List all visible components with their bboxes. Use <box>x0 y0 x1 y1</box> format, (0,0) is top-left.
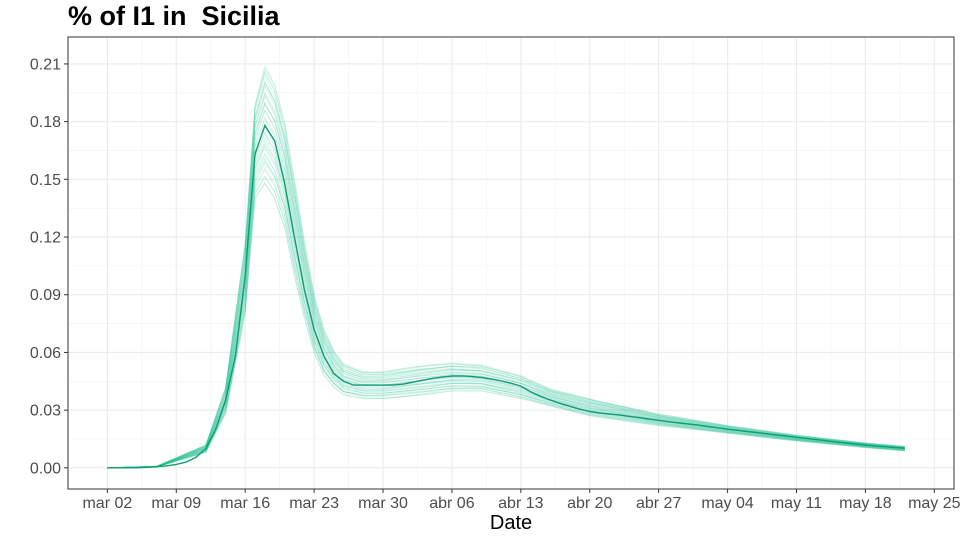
ensemble-run-line <box>107 102 905 469</box>
ensemble-run-line <box>107 131 905 469</box>
ensemble-run-line <box>107 140 905 469</box>
x-tick-label: abr 27 <box>636 495 681 512</box>
ensemble-run-line <box>107 94 905 469</box>
x-tick-label: abr 20 <box>567 495 612 512</box>
ensemble-run-line <box>107 85 905 469</box>
ensemble-run-line <box>107 109 905 469</box>
ensemble-run-line <box>107 159 905 469</box>
ensemble-run-line <box>107 123 905 469</box>
ensemble-run-line <box>107 142 905 469</box>
ensemble-run-line <box>107 147 905 469</box>
ensemble-run-line <box>107 80 905 469</box>
x-tick-label: may 25 <box>908 495 960 512</box>
ensemble-run-line <box>107 161 905 469</box>
x-tick-label: may 04 <box>701 495 754 512</box>
ensemble-run-line <box>107 116 905 469</box>
ensemble-run-line <box>107 101 905 469</box>
ensemble-run-line <box>107 153 905 469</box>
x-tick-label: abr 06 <box>429 495 474 512</box>
ensemble-run-line <box>107 117 905 469</box>
ensemble-run-line <box>107 176 905 469</box>
ensemble-run-line <box>107 102 905 469</box>
ensemble-run-line <box>107 136 905 469</box>
y-tick-label: 0.06 <box>30 345 61 362</box>
ensemble-run-line <box>107 131 905 469</box>
ensemble-run-line <box>107 182 905 469</box>
y-tick-label: 0.18 <box>30 114 61 131</box>
x-axis-title: Date <box>490 512 532 534</box>
ensemble-run-line <box>107 182 905 469</box>
ensemble-run-line <box>107 124 905 469</box>
line-layer <box>107 123 905 469</box>
grid-layer <box>68 37 954 489</box>
x-tick-label: abr 13 <box>498 495 543 512</box>
x-tick-label: mar 09 <box>151 495 201 512</box>
axis-layer: mar 02 mar 09 mar 16 mar 23 mar 30 abr 06 abr … <box>30 56 960 512</box>
ensemble-run-line <box>107 144 905 469</box>
x-tick-label: mar 16 <box>220 495 270 512</box>
ensemble-run-line <box>107 169 905 469</box>
chart-title: % of I1 in Sicilia <box>68 1 280 31</box>
y-tick-label: 0.09 <box>30 287 61 304</box>
ensemble-run-line <box>107 108 905 469</box>
ensemble-run-line <box>107 91 905 469</box>
band-layer <box>107 64 905 469</box>
x-tick-label: mar 30 <box>358 495 408 512</box>
ensemble-run-line <box>107 175 905 469</box>
x-tick-label: mar 23 <box>289 495 339 512</box>
median-series-line <box>107 123 905 469</box>
ensemble-run-line <box>107 126 905 469</box>
ensemble-run-line <box>107 69 905 469</box>
y-tick-label: 0.12 <box>30 230 61 247</box>
x-tick-label: mar 02 <box>82 495 132 512</box>
y-tick-label: 0.03 <box>30 403 61 420</box>
y-tick-label: 0.21 <box>30 56 61 73</box>
x-tick-label: may 11 <box>771 495 822 512</box>
y-tick-label: 0.15 <box>30 172 61 189</box>
ensemble-run-line <box>107 166 905 469</box>
ensemble-run-line <box>107 83 905 469</box>
ensemble-run-line <box>107 157 905 469</box>
ensemble-run-line <box>107 80 905 469</box>
ensemble-run-line <box>107 71 905 469</box>
plot-border <box>67 36 955 490</box>
ensemble-run-line <box>107 66 905 469</box>
x-tick-label: may 18 <box>839 495 892 512</box>
ensemble-run-line <box>107 64 905 469</box>
ensemble-run-line <box>107 152 905 469</box>
ensemble-run-line <box>107 74 905 469</box>
y-tick-label: 0.00 <box>30 460 61 477</box>
